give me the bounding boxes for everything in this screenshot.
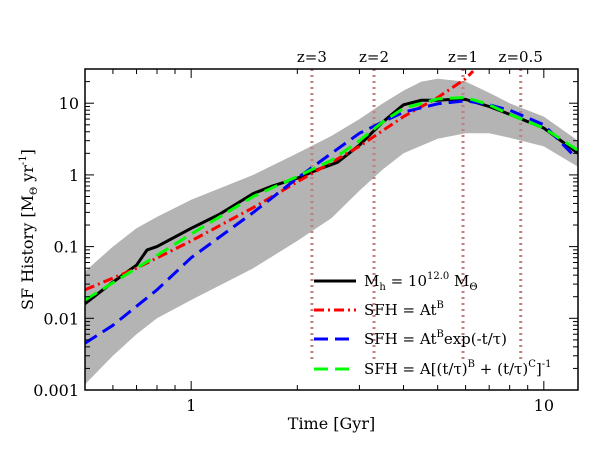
legend-label-mh: Mh = 1012.0 MΘ (364, 271, 478, 293)
y-tick-label: 1 (69, 166, 79, 185)
label-segment: M (364, 272, 379, 290)
x-tick-label: 10 (534, 396, 554, 415)
label-segment: -1 (542, 359, 552, 370)
label-segment: -1 (18, 155, 29, 165)
plot-frame (84, 68, 579, 391)
series-line-sfh_double (85, 96, 578, 302)
y-tick-label: 10 (59, 94, 79, 113)
redshift-label: z=3 (297, 48, 327, 66)
legend-label-sfh_double: SFH = A[(t/τ)B + (t/τ)C]-1 (364, 359, 551, 378)
label-segment: Θ (469, 282, 477, 293)
redshift-markers: z=3 z=2 z=1 z=0.5 (297, 48, 543, 360)
label-segment: Θ (29, 187, 40, 195)
label-segment: C (528, 359, 536, 370)
label-segment: M (449, 272, 469, 290)
label-segment: SFH = At (364, 301, 436, 319)
y-tick-label: 0.001 (33, 381, 79, 400)
y-tick-label: 0.01 (43, 309, 79, 328)
series-lines (85, 70, 578, 345)
redshift-label: z=0.5 (499, 48, 543, 66)
x-axis-label: Time [Gyr] (288, 414, 375, 433)
label-segment: = 10 (386, 272, 427, 290)
legend-label-sfh_exp: SFH = AtBexp(-t/τ) (364, 329, 507, 348)
label-segment: B (436, 300, 443, 311)
label-segment: SFH = A[(t/τ) (364, 360, 468, 378)
label-segment: + (t/τ) (475, 360, 528, 378)
label-segment: ] (536, 360, 542, 378)
axes-frame: 1 10 0.001 0.01 0.1 1 10 (33, 68, 579, 415)
y-axis-label: SF History [MΘ yr-1] (18, 149, 40, 310)
label-segment: h (379, 282, 386, 293)
series-line-sfh_exp (85, 99, 573, 345)
label-segment: ] (18, 149, 37, 155)
label-segment: SFH = At (364, 330, 436, 348)
label-segment: 12.0 (427, 271, 449, 282)
redshift-label: z=1 (448, 48, 478, 66)
label-segment: yr (18, 165, 37, 187)
y-tick-label: 0.1 (54, 238, 79, 257)
redshift-label: z=2 (359, 48, 389, 66)
label-segment: SF History [M (18, 195, 37, 310)
label-segment: B (436, 329, 443, 340)
series-line-sfh_atb (85, 70, 475, 292)
label-segment: B (468, 359, 475, 370)
legend-label-sfh_atb: SFH = AtB (364, 300, 444, 319)
label-segment: exp(-t/τ) (444, 330, 507, 348)
x-tick-label: 1 (186, 396, 196, 415)
